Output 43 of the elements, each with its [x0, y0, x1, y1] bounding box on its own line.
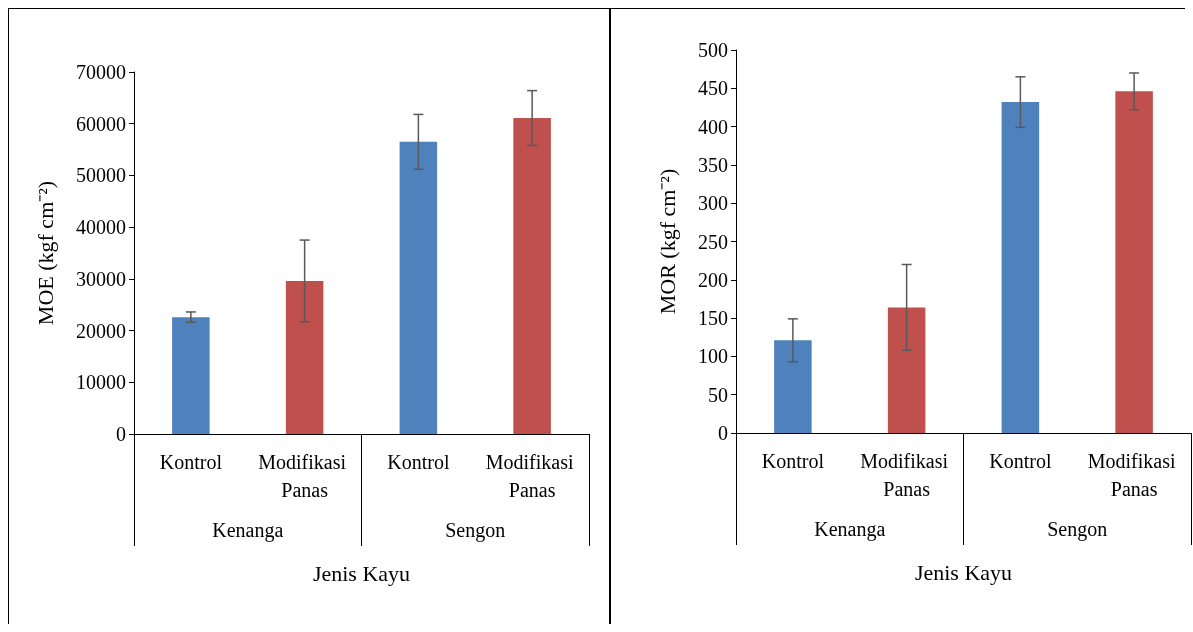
y-axis-title: MOE (kgf cm⁻²) — [32, 180, 58, 326]
y-tick-label: 500 — [698, 39, 728, 61]
y-tick-label: 10000 — [76, 371, 126, 394]
y-tick-label: 50000 — [76, 164, 126, 187]
bar — [774, 340, 812, 433]
x-tick-label: Kontrol — [989, 450, 1052, 472]
text: Kenanga — [212, 519, 284, 542]
y-tick-label: 20000 — [76, 319, 126, 342]
y-tick-label: 200 — [698, 268, 728, 291]
text: Sengon — [1047, 518, 1108, 541]
x-axis-title: Jenis Kayu — [312, 560, 411, 586]
y-tick-label: 40000 — [76, 216, 126, 239]
x-tick-label: Modifikasi Panas — [1087, 450, 1181, 500]
y-tick-label: 0 — [116, 423, 126, 445]
y-tick-label: 100 — [698, 345, 728, 368]
bar — [887, 307, 926, 433]
bar — [1115, 91, 1153, 433]
y-tick-label: 400 — [698, 115, 728, 138]
x-tick-label: Kontrol — [159, 451, 223, 473]
y-tick-label: 300 — [698, 192, 728, 215]
x-axis-title: Jenis Kayu — [914, 559, 1013, 585]
bar — [399, 141, 438, 434]
y-tick-label: 30000 — [76, 267, 126, 290]
y-tick-label: 350 — [698, 153, 728, 176]
y-tick-label: 50 — [708, 383, 728, 406]
y-tick-label: 150 — [698, 307, 728, 330]
y-tick-label: 0 — [718, 422, 728, 444]
bar — [285, 280, 324, 434]
x-tick-label: Kontrol — [761, 450, 825, 472]
bar — [172, 317, 210, 434]
x-tick-label: Kontrol — [387, 451, 450, 473]
text: Kenanga — [814, 518, 886, 541]
y-tick-label: 250 — [698, 230, 728, 253]
bar — [1001, 102, 1040, 433]
x-tick-label: Modifikasi Panas — [860, 450, 954, 500]
y-tick-label: 70000 — [76, 61, 126, 83]
x-tick-label: Modifikasi Panas — [258, 451, 352, 501]
y-tick-label: 60000 — [76, 112, 126, 135]
x-tick-label: Modifikasi Panas — [485, 451, 579, 501]
bar — [513, 118, 551, 434]
y-axis-title: MOR (kgf cm⁻²) — [654, 168, 680, 315]
y-tick-label: 450 — [698, 77, 728, 100]
text: Sengon — [445, 519, 506, 542]
